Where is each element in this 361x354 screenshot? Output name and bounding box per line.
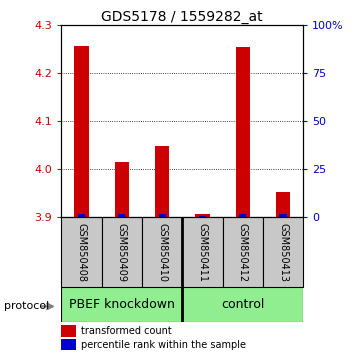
Text: GSM850411: GSM850411: [197, 223, 208, 282]
Bar: [155, 146, 169, 217]
Bar: [118, 215, 126, 217]
Text: GSM850413: GSM850413: [278, 223, 288, 282]
Bar: [263, 217, 303, 287]
Bar: [195, 215, 209, 217]
Text: GSM850409: GSM850409: [117, 223, 127, 282]
Bar: [61, 217, 102, 287]
Bar: [61, 325, 76, 337]
Bar: [142, 217, 182, 287]
Bar: [199, 216, 206, 217]
Text: GSM850410: GSM850410: [157, 223, 167, 282]
Bar: [279, 215, 287, 217]
Text: GSM850412: GSM850412: [238, 223, 248, 282]
Bar: [276, 192, 290, 217]
Bar: [115, 162, 129, 217]
Text: GSM850408: GSM850408: [77, 223, 87, 282]
Text: transformed count: transformed count: [81, 326, 171, 336]
Title: GDS5178 / 1559282_at: GDS5178 / 1559282_at: [101, 10, 263, 24]
Text: percentile rank within the sample: percentile rank within the sample: [81, 340, 246, 350]
Text: protocol: protocol: [4, 301, 49, 311]
Bar: [102, 217, 142, 287]
Bar: [182, 217, 223, 287]
Bar: [61, 339, 76, 350]
Bar: [239, 213, 247, 217]
Bar: [78, 213, 85, 217]
Bar: [74, 46, 88, 217]
Bar: [223, 217, 263, 287]
Bar: [236, 47, 250, 217]
Bar: [158, 215, 166, 217]
